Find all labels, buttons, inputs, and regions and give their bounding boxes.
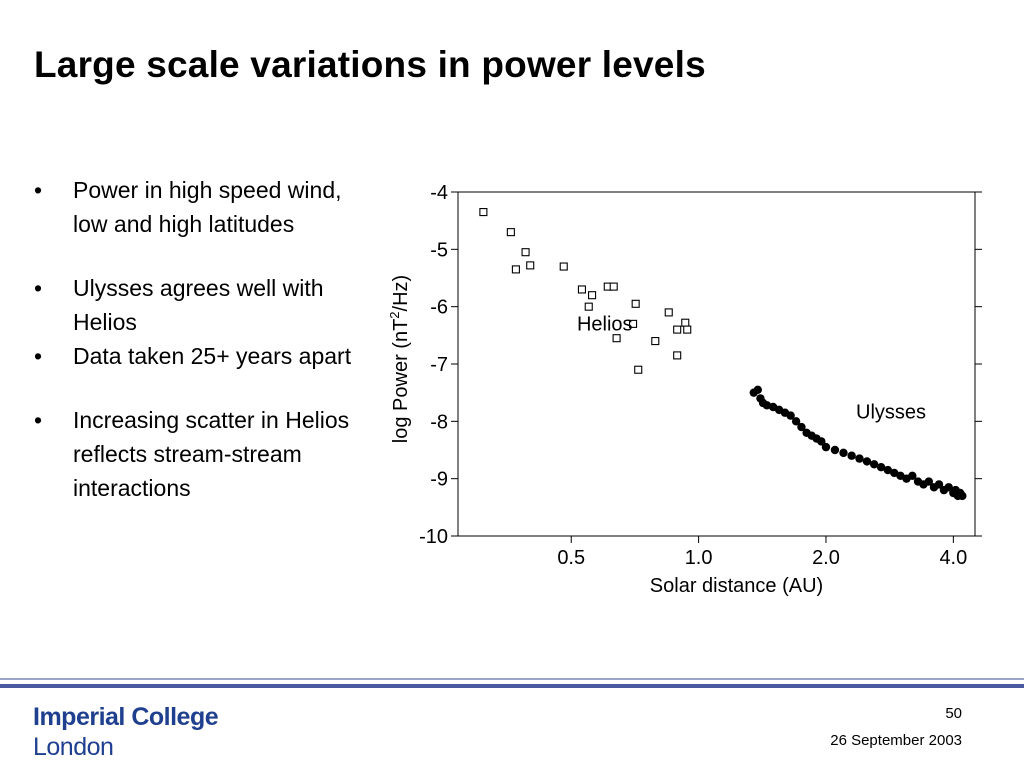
bullet-marker: • xyxy=(34,343,43,369)
ulysses-point xyxy=(791,417,801,426)
slide-title: Large scale variations in power levels xyxy=(34,44,706,85)
helios-point xyxy=(673,351,682,360)
helios-point xyxy=(664,308,673,317)
ulysses-point xyxy=(934,480,944,489)
bullet-text: Power in high speed wind, low and high l… xyxy=(73,177,342,237)
ulysses-point xyxy=(944,483,953,492)
ulysses-point xyxy=(876,463,886,472)
ulysses-point xyxy=(883,465,893,475)
x-axis-label: Solar distance (AU) xyxy=(650,575,823,597)
series-label-helios: Helios xyxy=(577,314,633,336)
bullet-text: Data taken 25+ years apart xyxy=(73,343,352,369)
helios-point xyxy=(634,365,643,374)
y-tick-label: -6 xyxy=(430,297,448,319)
y-axis-label: log Power (nT2/Hz) xyxy=(387,275,412,443)
series-label-ulysses: Ulysses xyxy=(856,401,926,423)
y-axis-label-sup: 2 xyxy=(387,311,402,318)
ulysses-point xyxy=(821,442,831,452)
helios-point xyxy=(629,319,638,328)
helios-point xyxy=(683,325,692,334)
y-axis-label-main: log Power (nT xyxy=(390,319,412,444)
ulysses-point xyxy=(958,491,967,501)
helios-point xyxy=(612,334,621,343)
y-tick-label: -5 xyxy=(430,239,448,261)
logo-line-1: Imperial College xyxy=(33,703,219,731)
bullet-marker: • xyxy=(34,275,43,301)
bullet-item: • Power in high speed wind, low and high … xyxy=(34,173,354,241)
helios-point xyxy=(479,208,488,217)
bullet-marker: • xyxy=(34,407,43,433)
power-vs-distance-chart: -4 -5 -6 -7 -8 -9 -10 0.5 1.0 2.0 4.0 Solar distanc… xyxy=(387,182,982,597)
helios-point xyxy=(651,337,660,346)
x-tick-label: 2.0 xyxy=(812,547,840,569)
ulysses-point xyxy=(830,445,840,455)
helios-point xyxy=(609,282,618,291)
plot-frame xyxy=(457,191,976,537)
y-tick-label: -9 xyxy=(430,469,448,491)
y-axis-label-unit: /Hz) xyxy=(390,275,412,312)
helios-point xyxy=(673,325,682,334)
slide-date: 26 September 2003 xyxy=(830,732,962,749)
helios-point xyxy=(588,291,597,300)
x-tick-label: 0.5 xyxy=(557,547,585,569)
helios-point xyxy=(526,261,535,270)
ulysses-point xyxy=(797,422,806,432)
ulysses-point xyxy=(786,411,795,420)
y-tick-label: -7 xyxy=(430,354,448,376)
ulysses-point xyxy=(869,460,879,469)
ulysses-point xyxy=(908,471,917,480)
footer-rule-thick xyxy=(0,684,1024,688)
helios-point xyxy=(577,285,586,294)
footer-rule-thin xyxy=(0,678,1024,680)
helios-point xyxy=(511,265,520,274)
bullet-item: • Ulysses agrees well with Helios xyxy=(34,271,354,339)
y-tick-label: -4 xyxy=(430,182,448,204)
ulysses-point xyxy=(855,454,864,463)
helios-point xyxy=(521,248,530,257)
helios-point xyxy=(559,262,568,271)
x-tick-label: 1.0 xyxy=(685,547,713,569)
ulysses-point xyxy=(839,448,848,458)
imperial-college-logo: Imperial College London xyxy=(33,702,219,762)
bullet-item: • Increasing scatter in Helios reflects s… xyxy=(34,403,354,505)
page-number: 50 xyxy=(945,705,962,722)
bullet-item: • Data taken 25+ years apart xyxy=(34,339,354,373)
helios-point xyxy=(506,228,515,237)
ulysses-point xyxy=(817,437,826,446)
bullet-text: Ulysses agrees well with Helios xyxy=(73,275,324,335)
ulysses-point xyxy=(753,385,762,394)
bullet-list: • Power in high speed wind, low and high … xyxy=(34,173,354,505)
bullet-text: Increasing scatter in Helios reflects st… xyxy=(73,407,350,501)
logo-line-2: London xyxy=(33,733,114,761)
ulysses-point xyxy=(924,477,934,486)
x-tick-label: 4.0 xyxy=(939,547,967,569)
helios-point xyxy=(584,302,593,311)
y-tick-label: -10 xyxy=(419,526,448,548)
bullet-marker: • xyxy=(34,177,43,203)
ulysses-point xyxy=(847,451,856,460)
helios-point xyxy=(631,299,640,308)
helios-point xyxy=(681,318,690,327)
ulysses-point xyxy=(862,457,872,466)
y-tick-label: -8 xyxy=(430,411,448,433)
ulysses-point xyxy=(890,468,899,478)
